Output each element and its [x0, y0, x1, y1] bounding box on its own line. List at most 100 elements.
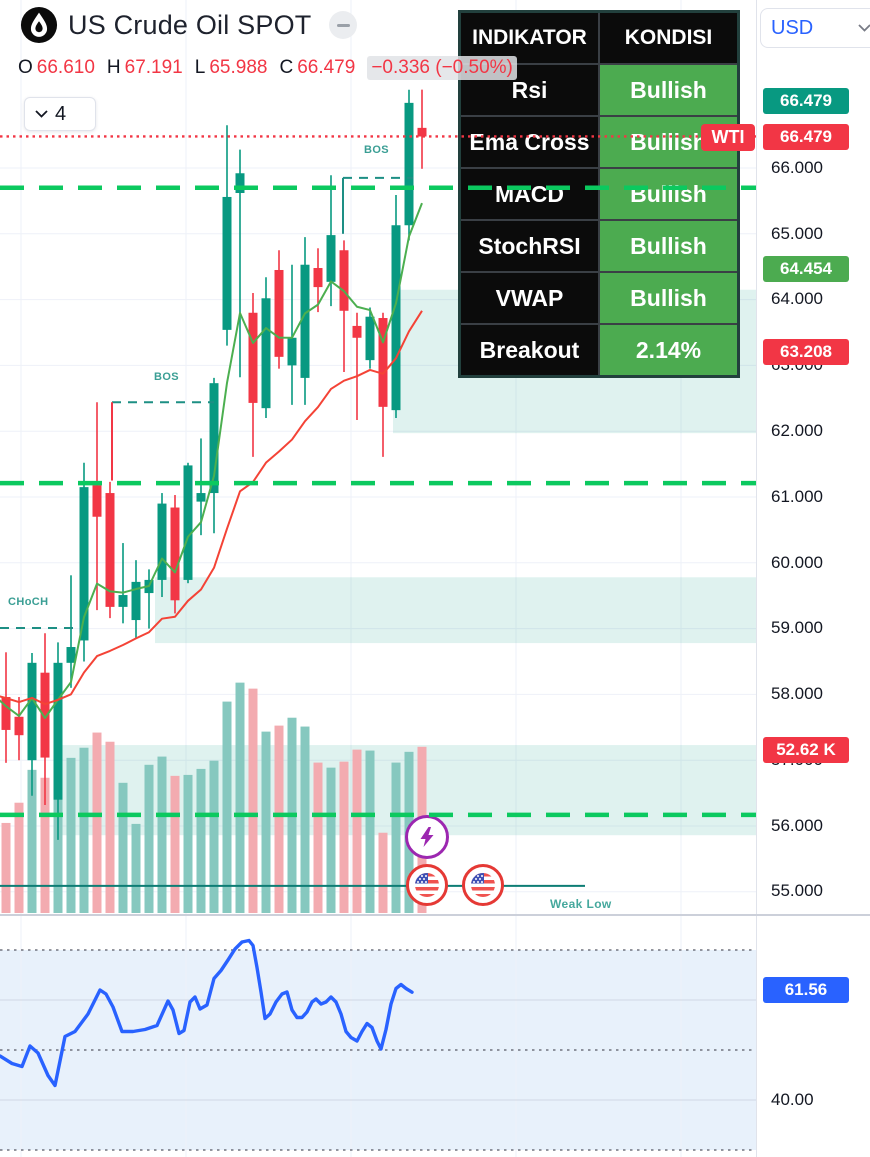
axis-price-badge: 63.208	[763, 339, 849, 365]
volume-bar	[327, 768, 336, 913]
volume-bar	[184, 775, 193, 913]
volume-bar	[353, 750, 362, 913]
candle-body	[392, 225, 401, 410]
high-label: H	[107, 57, 121, 79]
volume-bar	[106, 742, 115, 913]
trading-chart-app: { "header": { "title": "US Crude Oil SPO…	[0, 0, 870, 1157]
pane-divider[interactable]	[0, 914, 870, 916]
volume-bar	[379, 833, 388, 913]
axis-price-label: 58.000	[771, 684, 823, 704]
axis-price-badge: 52.62 K	[763, 737, 849, 763]
timeframe-value: 4	[55, 103, 66, 126]
change-value: −0.336 (−0.50%)	[367, 56, 517, 80]
candle-body	[184, 465, 193, 579]
indicator-row: StochRSIBullish	[460, 220, 739, 272]
symbol-header: US Crude Oil SPOT	[20, 6, 357, 44]
indicator-name: MACD	[460, 168, 600, 220]
close-label: C	[279, 57, 293, 79]
volume-bar	[171, 776, 180, 913]
ema-slow-line	[0, 311, 422, 704]
volume-bar	[340, 762, 349, 913]
wti-price-flag: WTI	[701, 124, 755, 151]
low-value: 65.988	[209, 57, 267, 79]
volume-bar	[314, 763, 323, 913]
volume-bar	[249, 689, 258, 913]
candle-body	[262, 298, 271, 408]
volume-bar	[392, 763, 401, 913]
indicator-condition: Bullish	[599, 220, 739, 272]
condition-column-header: KONDISI	[599, 12, 739, 65]
candle-body	[223, 197, 232, 330]
lightning-icon[interactable]	[405, 815, 449, 859]
indicator-name: VWAP	[460, 272, 600, 324]
minus-icon[interactable]	[329, 11, 357, 39]
candle-body	[171, 508, 180, 601]
indicator-name: StochRSI	[460, 220, 600, 272]
indicator-row: Breakout2.14%	[460, 324, 739, 377]
open-label: O	[18, 57, 33, 79]
candle-body	[327, 235, 336, 282]
weak-low-label: Weak Low	[550, 897, 612, 911]
bos-label-top: BOS	[364, 144, 389, 156]
candle-body	[119, 595, 128, 607]
axis-price-label: 55.000	[771, 881, 823, 901]
axis-price-badge: 66.479	[763, 88, 849, 114]
currency-selector[interactable]: USD	[760, 8, 870, 48]
candle-body	[54, 663, 63, 800]
candle-body	[158, 504, 167, 580]
volume-bar	[210, 761, 219, 913]
volume-bar	[223, 702, 232, 913]
axis-price-label: 40.00	[771, 1090, 814, 1110]
candle-body	[288, 338, 297, 366]
volume-bar	[197, 769, 206, 913]
indicator-condition: 2.14%	[599, 324, 739, 377]
volume-bar	[67, 758, 76, 913]
volume-bar	[80, 748, 89, 913]
candle-body	[93, 485, 102, 517]
indicator-condition: Bullish	[599, 168, 739, 220]
low-label: L	[195, 57, 206, 79]
volume-bar	[236, 683, 245, 913]
candle-body	[353, 326, 362, 338]
volume-bar	[145, 765, 154, 913]
chevron-down-icon	[858, 24, 870, 32]
candle-body	[236, 173, 245, 193]
axis-price-label: 65.000	[771, 224, 823, 244]
candle-body	[340, 250, 349, 311]
oil-drop-logo	[20, 6, 58, 44]
axis-price-label: 66.000	[771, 158, 823, 178]
price-axis[interactable]: 66.00065.00064.00063.00062.00061.00060.0…	[756, 0, 870, 1157]
axis-price-badge: 66.479	[763, 124, 849, 150]
candle-body	[2, 697, 11, 730]
supply-demand-zone	[155, 577, 756, 643]
axis-price-label: 62.000	[771, 421, 823, 441]
indicator-name: Breakout	[460, 324, 600, 377]
us-flag-icon[interactable]	[462, 864, 504, 906]
currency-value: USD	[771, 17, 813, 40]
symbol-title[interactable]: US Crude Oil SPOT	[68, 10, 311, 41]
indicator-condition: Bullish	[599, 272, 739, 324]
candle-body	[197, 493, 206, 502]
candle-body	[67, 647, 76, 663]
volume-bar	[158, 757, 167, 913]
chevron-down-icon	[35, 110, 48, 118]
axis-price-badge: 61.56	[763, 977, 849, 1003]
volume-bar	[119, 783, 128, 913]
candle-body	[366, 317, 375, 360]
axis-price-label: 64.000	[771, 289, 823, 309]
close-value: 66.479	[297, 57, 355, 79]
volume-bar	[2, 823, 11, 913]
indicator-condition: Bullish	[599, 64, 739, 116]
axis-price-badge: 64.454	[763, 256, 849, 282]
axis-price-label: 60.000	[771, 553, 823, 573]
ohlc-row: O 66.610 H 67.191 L 65.988 C 66.479 −0.3…	[18, 56, 517, 80]
choch-label: CHoCH	[8, 596, 49, 608]
volume-bar	[366, 751, 375, 913]
indicator-row: VWAPBullish	[460, 272, 739, 324]
us-flag-icon[interactable]	[406, 864, 448, 906]
indicator-row: MACDBullish	[460, 168, 739, 220]
candle-body	[314, 268, 323, 287]
axis-price-label: 56.000	[771, 816, 823, 836]
timeframe-selector[interactable]: 4	[24, 97, 96, 131]
axis-price-label: 61.000	[771, 487, 823, 507]
